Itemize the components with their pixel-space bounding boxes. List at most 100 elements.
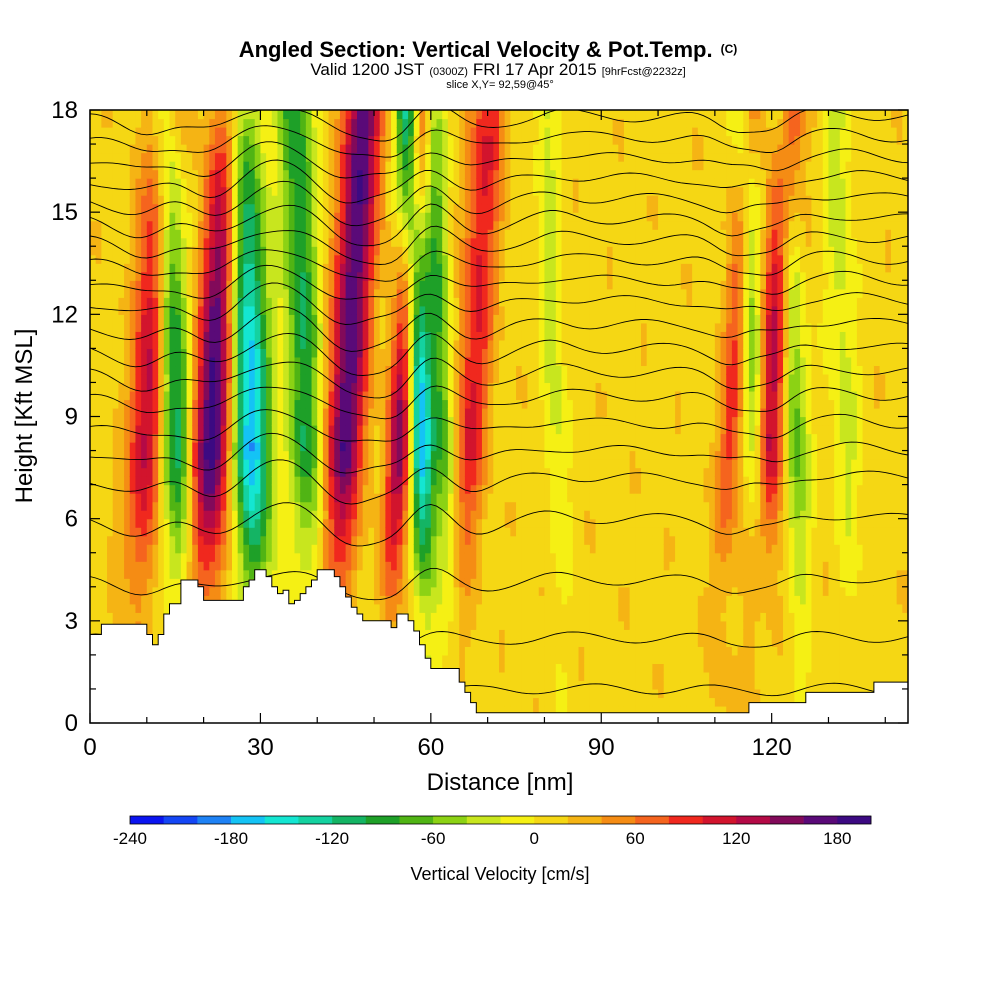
field-cell bbox=[447, 178, 455, 188]
field-cell bbox=[402, 586, 409, 596]
field-cell bbox=[237, 586, 244, 596]
field-cell bbox=[419, 603, 426, 613]
field-cell bbox=[294, 178, 301, 188]
field-cell bbox=[470, 442, 477, 452]
field-cell bbox=[112, 229, 119, 239]
field-cell bbox=[180, 152, 188, 162]
field-cell bbox=[374, 305, 381, 315]
field-cell bbox=[334, 186, 341, 196]
field-cell bbox=[408, 501, 415, 511]
field-cell bbox=[430, 612, 438, 622]
field-cell bbox=[305, 297, 313, 307]
field-cell bbox=[459, 390, 466, 401]
field-cell bbox=[141, 459, 148, 469]
field-cell bbox=[345, 263, 352, 273]
field-cell bbox=[328, 161, 335, 171]
field-cell bbox=[374, 322, 381, 332]
field-cell bbox=[283, 331, 290, 341]
field-cell bbox=[453, 161, 460, 171]
field-cell bbox=[334, 552, 341, 562]
field-cell bbox=[112, 544, 119, 554]
field-cell bbox=[334, 425, 341, 435]
field-cell bbox=[317, 339, 324, 349]
field-cell bbox=[186, 118, 193, 128]
field-cell bbox=[362, 118, 369, 128]
field-cell bbox=[459, 254, 466, 264]
field-cell bbox=[163, 382, 171, 392]
field-cell bbox=[169, 569, 176, 579]
field-cell bbox=[385, 612, 392, 622]
field-cell bbox=[408, 280, 415, 290]
field-cell bbox=[476, 620, 483, 630]
field-cell bbox=[419, 339, 426, 349]
field-cell bbox=[339, 544, 347, 554]
field-cell bbox=[283, 552, 290, 562]
field-cell bbox=[413, 178, 421, 188]
field-cell bbox=[391, 280, 398, 290]
field-cell bbox=[152, 280, 159, 290]
field-cell bbox=[476, 297, 483, 307]
field-cell bbox=[453, 433, 460, 443]
field-cell bbox=[413, 552, 421, 562]
field-cell bbox=[385, 254, 392, 264]
field-cell bbox=[175, 110, 182, 120]
field-cell bbox=[374, 280, 381, 290]
field-cell bbox=[419, 297, 426, 307]
field-cell bbox=[271, 365, 279, 375]
field-cell bbox=[260, 535, 267, 545]
field-cell bbox=[243, 510, 250, 520]
field-cell bbox=[266, 467, 273, 477]
field-cell bbox=[430, 407, 438, 418]
field-cell bbox=[180, 365, 188, 375]
field-cell bbox=[322, 425, 330, 435]
field-cell bbox=[260, 484, 267, 494]
field-cell bbox=[146, 144, 154, 154]
field-cell bbox=[254, 331, 262, 341]
field-cell bbox=[101, 501, 108, 511]
field-cell bbox=[288, 544, 296, 554]
field-cell bbox=[146, 212, 154, 222]
field-cell bbox=[351, 425, 358, 435]
field-cell bbox=[459, 314, 466, 324]
field-cell bbox=[163, 237, 171, 247]
field-cell bbox=[385, 510, 392, 520]
field-cell bbox=[294, 544, 301, 554]
field-cell bbox=[146, 459, 154, 469]
field-cell bbox=[192, 407, 199, 418]
field-cell bbox=[169, 331, 176, 341]
field-cell bbox=[391, 535, 398, 545]
field-cell bbox=[90, 339, 97, 349]
field-cell bbox=[192, 544, 199, 554]
field-cell bbox=[408, 407, 415, 418]
field-cell bbox=[90, 297, 97, 307]
field-cell bbox=[476, 288, 483, 298]
field-cell bbox=[141, 535, 148, 545]
field-cell bbox=[266, 501, 273, 511]
field-cell bbox=[249, 254, 256, 264]
field-cell bbox=[328, 459, 335, 469]
field-cell bbox=[476, 407, 483, 418]
field-cell bbox=[391, 501, 398, 511]
field-cell bbox=[334, 348, 341, 358]
field-cell bbox=[356, 135, 364, 145]
field-cell bbox=[430, 254, 438, 264]
field-cell bbox=[214, 314, 222, 324]
field-cell bbox=[447, 169, 455, 179]
field-cell bbox=[203, 501, 210, 511]
field-cell bbox=[288, 365, 296, 375]
field-cell bbox=[317, 442, 324, 452]
field-cell bbox=[226, 382, 233, 392]
field-cell bbox=[163, 246, 171, 256]
field-cell bbox=[453, 152, 460, 162]
field-cell bbox=[374, 246, 381, 256]
field-cell bbox=[430, 127, 438, 137]
field-cell bbox=[175, 212, 182, 222]
field-cell bbox=[124, 186, 131, 196]
field-cell bbox=[379, 416, 386, 426]
field-cell bbox=[214, 535, 222, 545]
field-cell bbox=[374, 135, 381, 145]
field-cell bbox=[379, 603, 386, 613]
field-cell bbox=[197, 297, 205, 307]
field-cell bbox=[226, 297, 233, 307]
field-cell bbox=[226, 339, 233, 349]
